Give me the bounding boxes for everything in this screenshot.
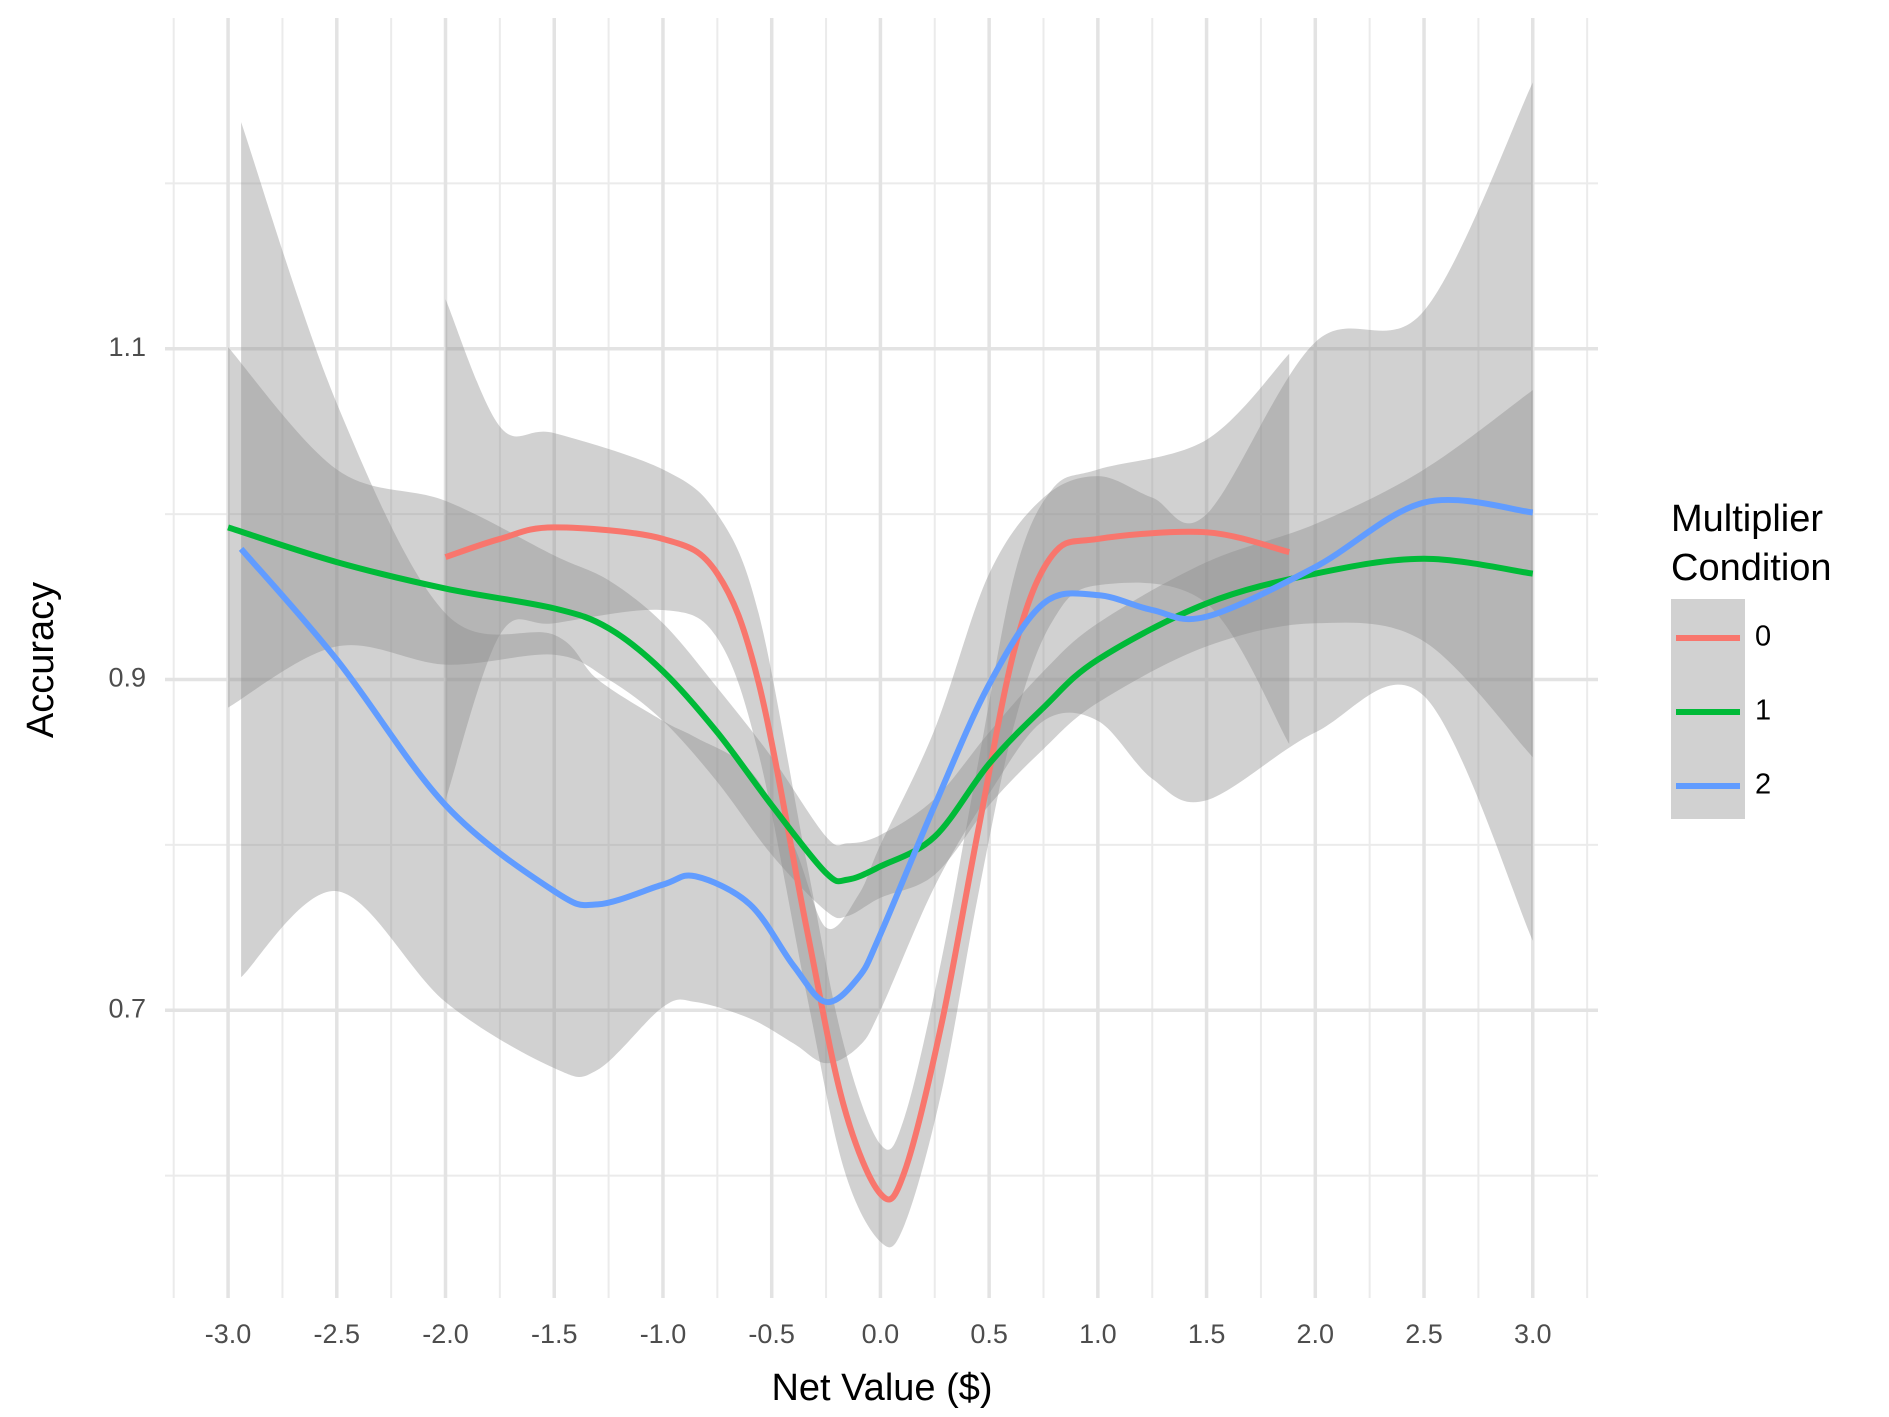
line	[238, 496, 1534, 1005]
line	[227, 524, 1534, 885]
legend-title: Multiplier	[1671, 498, 1823, 540]
confidence-band	[228, 347, 1533, 919]
x-tick-label: -1.0	[640, 1319, 687, 1349]
x-tick-label: -2.0	[422, 1319, 469, 1349]
x-tick-label: 1.0	[1079, 1319, 1117, 1349]
line	[444, 524, 1290, 1203]
x-tick-label: -1.5	[531, 1319, 578, 1349]
y-tick-label: 0.7	[108, 993, 146, 1023]
legend-label: 0	[1755, 621, 1771, 653]
y-axis-title: Accuracy	[20, 582, 62, 738]
x-tick-label: -0.5	[748, 1319, 795, 1349]
lines	[227, 496, 1534, 1203]
x-tick-label: 0.0	[862, 1319, 900, 1349]
x-axis-title: Net Value ($)	[771, 1367, 992, 1409]
legend: Multiplier Condition 0 1 2	[1671, 498, 1832, 819]
x-tick-label: 2.5	[1405, 1319, 1443, 1349]
legend-label: 2	[1755, 769, 1771, 801]
ticks: 0.7 0.9 1.1 -3.0 -2.5 -2.0 -1.5 -1.0 -0.5 0.0 0.5 1…	[108, 332, 1551, 1349]
x-tick-label: 0.5	[970, 1319, 1008, 1349]
x-tick-label: -3.0	[205, 1319, 252, 1349]
legend-title: Condition	[1671, 547, 1832, 589]
y-tick-label: 0.9	[108, 663, 146, 693]
grid	[165, 18, 1598, 1298]
x-tick-label: 3.0	[1514, 1319, 1552, 1349]
legend-label: 1	[1755, 695, 1771, 727]
confidence-band	[241, 82, 1533, 1078]
y-tick-label: 1.1	[108, 332, 146, 362]
x-tick-label: -2.5	[314, 1319, 361, 1349]
x-tick-label: 1.5	[1188, 1319, 1226, 1349]
x-tick-label: 2.0	[1297, 1319, 1335, 1349]
